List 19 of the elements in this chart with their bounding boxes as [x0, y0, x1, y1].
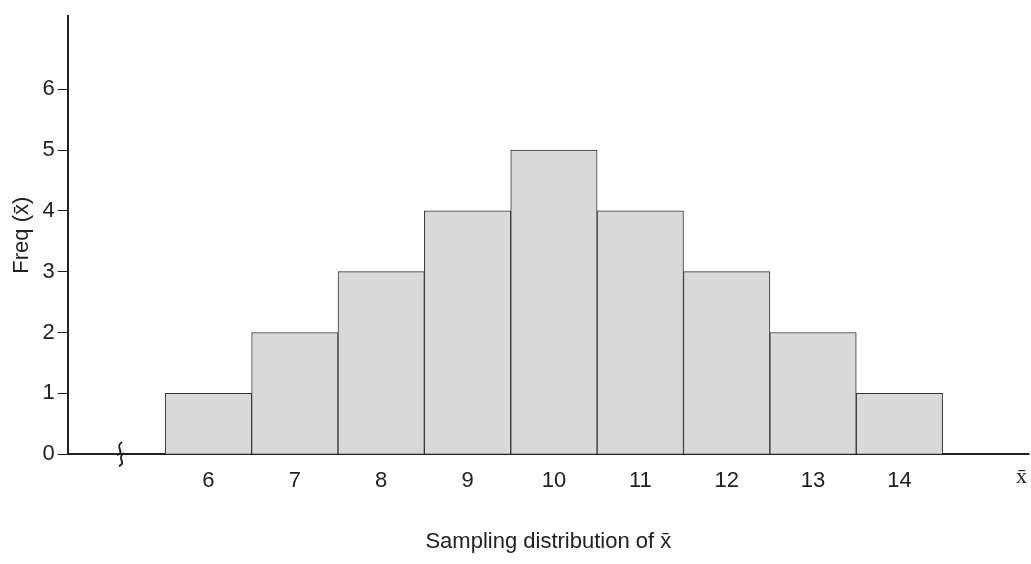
x-tick-label: 8 [375, 467, 388, 493]
text: x̄ [1016, 462, 1027, 488]
x-tick-label: 14 [887, 467, 912, 493]
x-tick-label: 11 [628, 467, 652, 493]
x-tick-label: 7 [288, 467, 301, 493]
x-tick-label: 13 [800, 467, 826, 493]
y-tick-label: 1 [42, 379, 55, 405]
x-tick-label: 9 [461, 467, 474, 493]
y-tick-label: 0 [42, 440, 55, 466]
x-tick-label: 10 [541, 467, 567, 493]
x-axis-title: Sampling distribution of x̄ [425, 527, 672, 553]
y-tick-label: 3 [42, 257, 55, 283]
y-tick-label: 6 [42, 75, 55, 101]
x-tick-label: 6 [202, 467, 215, 493]
y-tick-label: 4 [42, 196, 55, 222]
x-tick-label: 12 [714, 467, 739, 493]
y-tick-label: 5 [42, 136, 55, 162]
y-axis-title: Freq (x̄) [8, 196, 34, 274]
y-tick-label: 2 [42, 318, 55, 344]
